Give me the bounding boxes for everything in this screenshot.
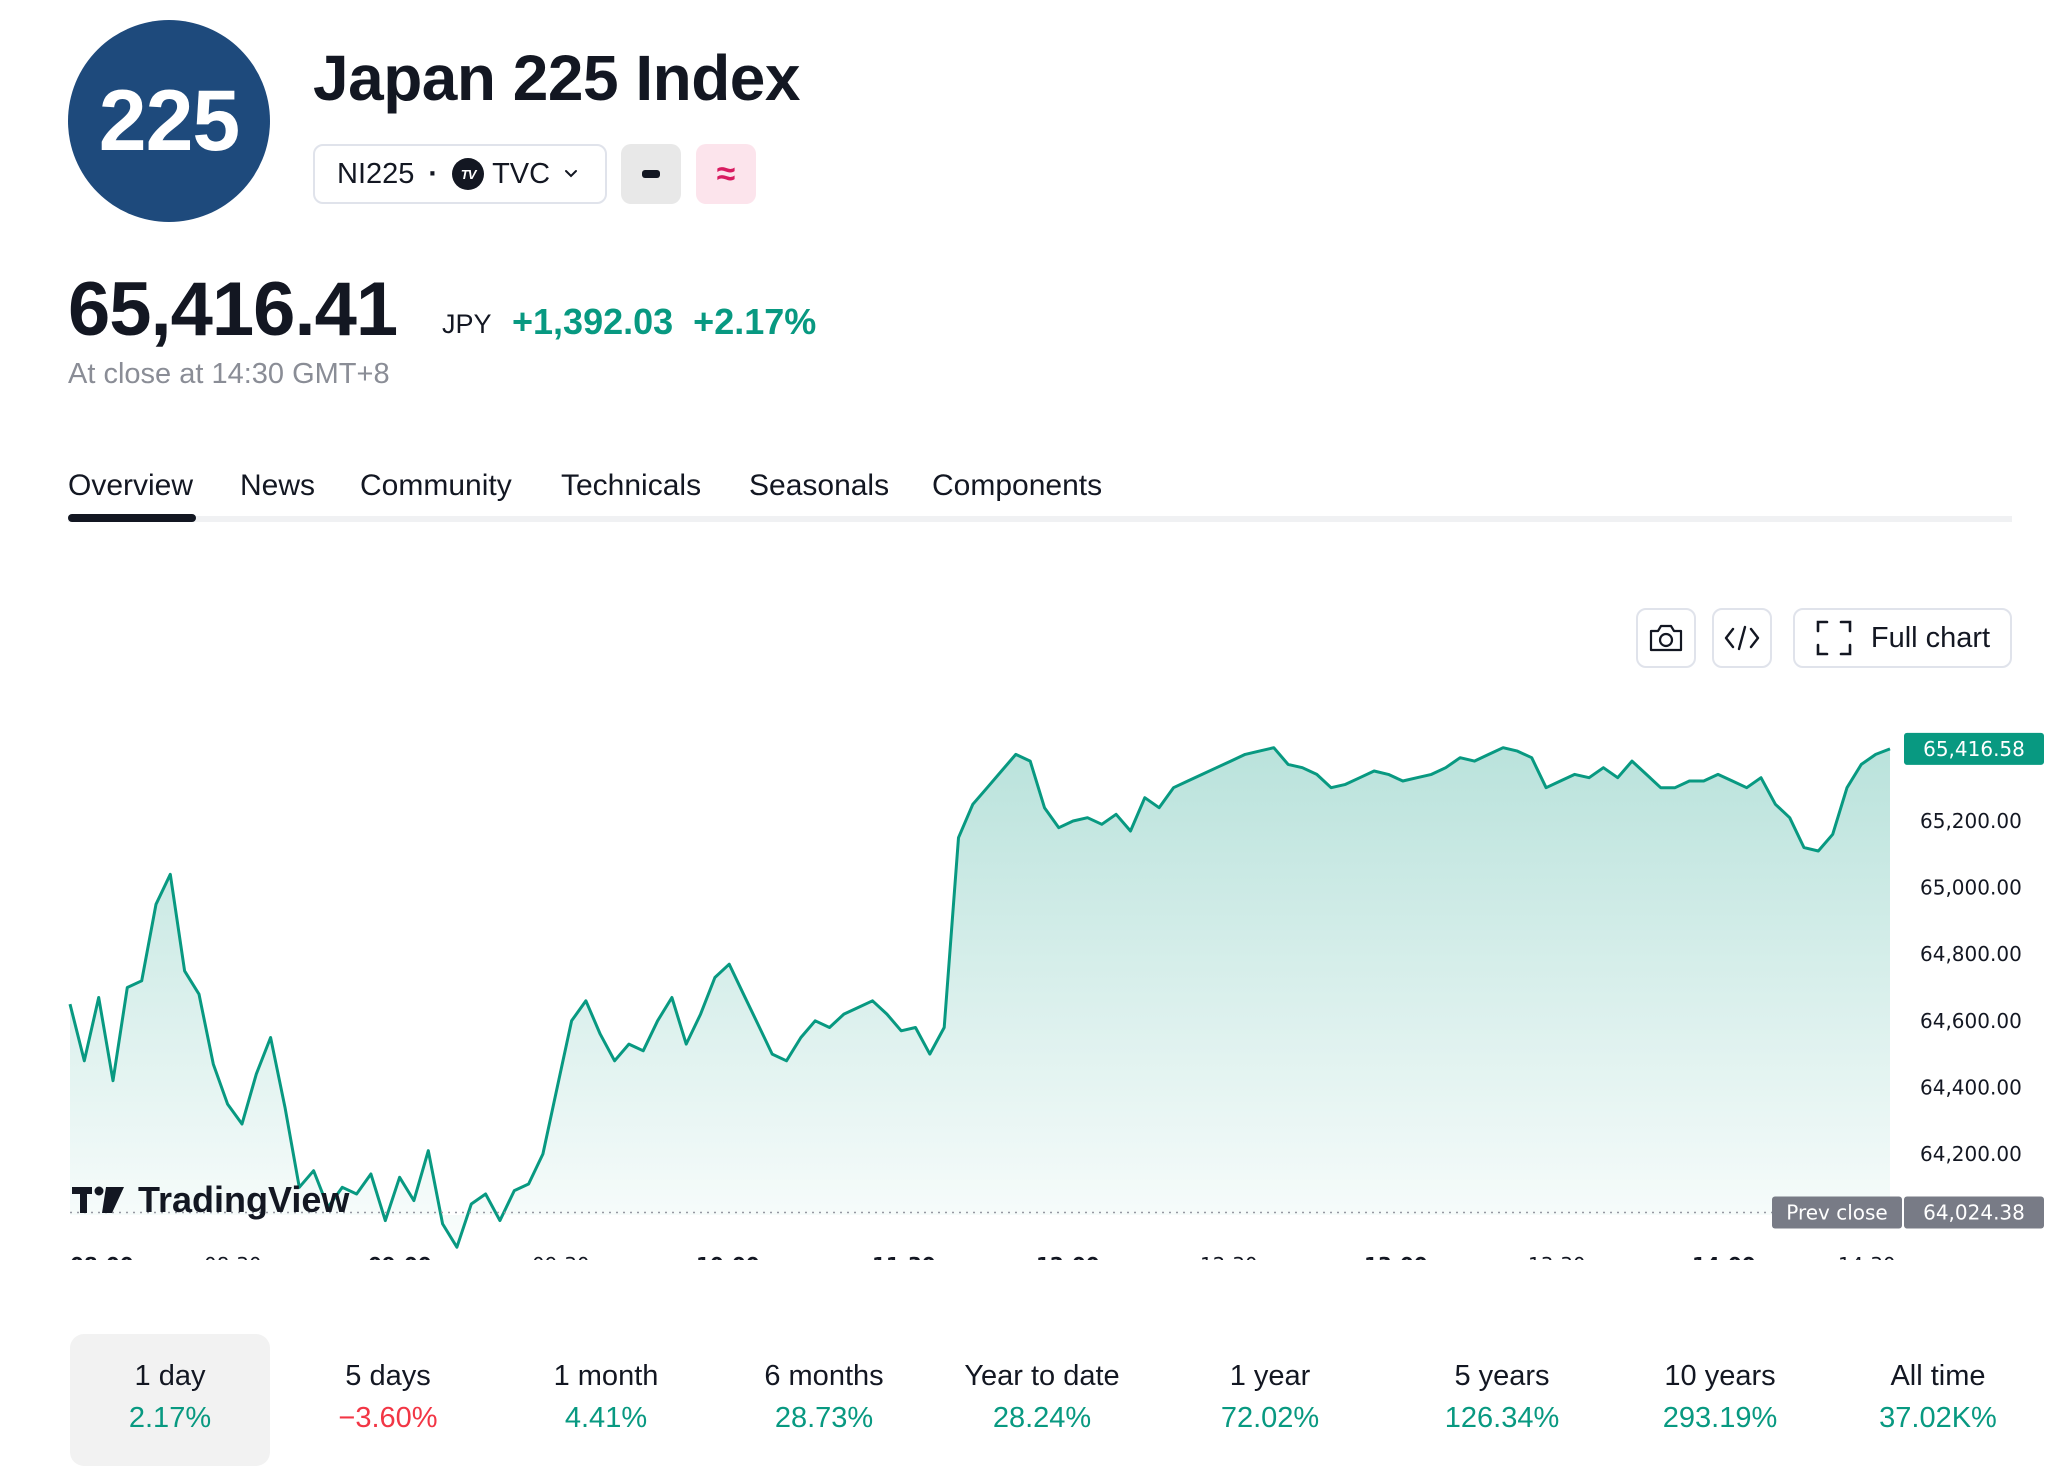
price-change: +1,392.03 +2.17%	[512, 300, 816, 344]
tab-components[interactable]: Components	[932, 469, 1103, 502]
prev-close-value-badge	[1904, 1196, 2044, 1229]
x-tick-label: 09:00	[368, 1253, 432, 1260]
market-status-button[interactable]	[621, 144, 681, 204]
price-chart[interactable]: 65,200.00 65,000.00 64,800.00 64,600.00 64,4…	[0, 700, 2048, 1260]
period-change: 28.24%	[992, 1402, 1092, 1434]
period-change: 293.19%	[1662, 1402, 1778, 1434]
prev-close-label: Prev close	[1786, 1200, 1888, 1224]
snapshot-button[interactable]	[1636, 608, 1696, 668]
prev-close-badge	[1772, 1196, 1902, 1229]
logo-text: 225	[98, 72, 240, 169]
camera-icon	[1649, 624, 1683, 652]
period-label: 1 month	[553, 1360, 659, 1392]
page-title: Japan 225 Index	[313, 42, 800, 114]
x-tick-label: 08:00	[70, 1253, 134, 1260]
tab-news[interactable]: News	[240, 469, 316, 502]
period-label: 1 year	[1229, 1360, 1311, 1392]
last-value-label: 65,416.58	[1923, 737, 2025, 761]
period-label: 1 day	[134, 1360, 206, 1392]
prev-close-value: 64,024.38	[1923, 1200, 2025, 1224]
change-absolute: +1,392.03	[512, 301, 674, 342]
period-change: 37.02K%	[1879, 1402, 1997, 1434]
period-button[interactable]: 1 year 72.02%	[1170, 1334, 1370, 1466]
currency-label: JPY	[442, 309, 492, 339]
active-tab-indicator	[68, 514, 196, 522]
period-label: 5 years	[1454, 1360, 1550, 1392]
tab-overview[interactable]: Overview	[68, 469, 194, 502]
price-line	[68, 746, 1891, 1249]
y-tick-label: 64,200.00	[1920, 1142, 2022, 1166]
tab-seasonals[interactable]: Seasonals	[749, 469, 890, 502]
change-percent: +2.17%	[693, 301, 817, 342]
fullscreen-icon	[1816, 620, 1852, 656]
period-button[interactable]: 6 months 28.73%	[724, 1334, 924, 1466]
period-button[interactable]: Year to date 28.24%	[942, 1334, 1142, 1466]
x-tick-label: 09:30	[532, 1253, 590, 1260]
x-tick-label: 14:30	[1838, 1253, 1896, 1260]
x-tick-label: 08:30	[204, 1253, 262, 1260]
period-change: 4.41%	[564, 1402, 648, 1434]
last-value-badge	[1904, 732, 2044, 765]
period-label: 10 years	[1664, 1360, 1776, 1392]
period-change: −3.60%	[338, 1402, 438, 1434]
y-tick-label: 64,600.00	[1920, 1009, 2022, 1033]
tab-community[interactable]: Community	[360, 469, 512, 502]
period-button[interactable]: 1 day 2.17%	[70, 1334, 270, 1466]
tab-technicals[interactable]: Technicals	[561, 469, 702, 502]
code-icon	[1724, 625, 1760, 651]
full-chart-label: Full chart	[1870, 621, 1991, 654]
exchange-name: TVC	[492, 157, 551, 190]
x-tick-label: 11:30	[872, 1253, 936, 1260]
x-tick-label: 10:00	[696, 1253, 760, 1260]
tradingview-watermark: TradingView	[72, 1179, 350, 1220]
period-label: All time	[1890, 1360, 1986, 1392]
x-tick-label: 14:00	[1692, 1253, 1756, 1260]
period-label: Year to date	[964, 1360, 1120, 1392]
tradingview-logo-icon	[72, 1186, 124, 1213]
derived-data-button[interactable]: ≈	[696, 144, 756, 204]
tabs-divider	[68, 516, 2012, 522]
period-button[interactable]: 5 days −3.60%	[288, 1334, 488, 1466]
period-button[interactable]: 1 month 4.41%	[506, 1334, 706, 1466]
period-button[interactable]: All time 37.02K%	[1838, 1334, 2038, 1466]
minus-icon	[642, 170, 660, 178]
y-tick-label: 64,800.00	[1920, 942, 2022, 966]
period-label: 5 days	[345, 1360, 431, 1392]
period-change: 126.34%	[1444, 1402, 1560, 1434]
chevron-down-icon	[565, 170, 578, 178]
x-tick-label: 12:00	[1036, 1253, 1100, 1260]
y-tick-label: 64,400.00	[1920, 1075, 2022, 1099]
approx-icon: ≈	[716, 154, 736, 193]
period-button[interactable]: 10 years 293.19%	[1620, 1334, 1820, 1466]
x-tick-label: 13:00	[1364, 1253, 1428, 1260]
x-tick-label: 12:30	[1200, 1253, 1258, 1260]
y-tick-label: 65,200.00	[1920, 809, 2022, 833]
period-change: 72.02%	[1220, 1402, 1320, 1434]
separator-dot: ·	[428, 157, 439, 190]
embed-button[interactable]	[1712, 608, 1772, 668]
symbol-ticker: NI225	[337, 157, 415, 190]
y-tick-label: 65,000.00	[1920, 876, 2022, 900]
period-change: 2.17%	[128, 1402, 212, 1434]
period-label: 6 months	[764, 1360, 884, 1392]
x-tick-label: 13:30	[1528, 1253, 1586, 1260]
watermark-text: TradingView	[138, 1179, 350, 1220]
tradingview-exchange-icon: TV	[452, 158, 485, 190]
close-time-note: At close at 14:30 GMT+8	[68, 358, 390, 390]
period-change: 28.73%	[774, 1402, 874, 1434]
last-price: 65,416.41	[68, 267, 398, 352]
symbol-logo: 225	[68, 20, 270, 222]
symbol-exchange-dropdown[interactable]: NI225 · TV TVC	[313, 144, 607, 204]
period-button[interactable]: 5 years 126.34%	[1402, 1334, 1602, 1466]
full-chart-button[interactable]: Full chart	[1793, 608, 2012, 668]
area-fill	[70, 747, 1890, 1248]
